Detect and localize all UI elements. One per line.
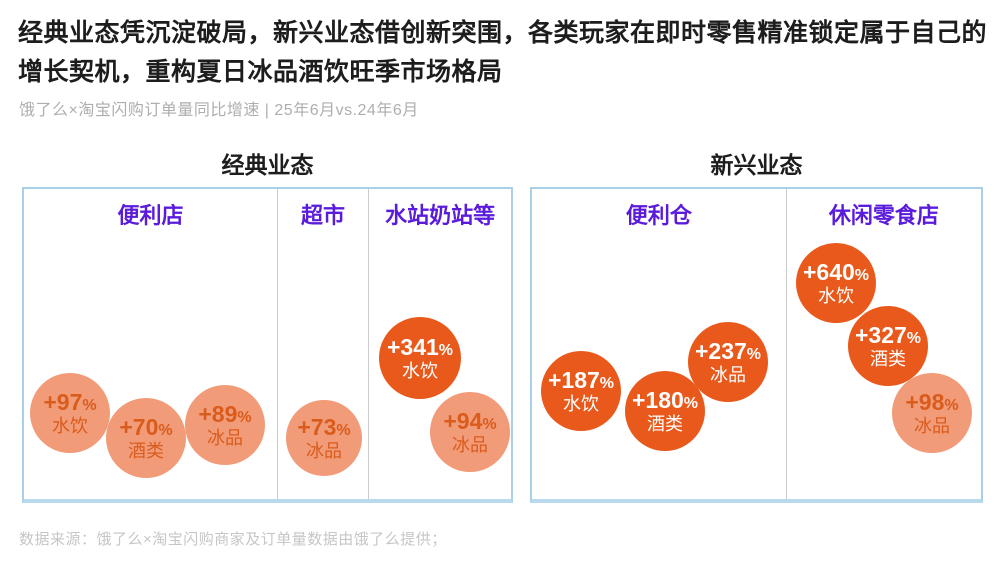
column-supermarket: 超市 [278,189,370,499]
column-header: 便利仓 [625,203,692,228]
column-snack-store: 休闲零食店 [787,189,981,499]
column-water-milk-station: 水站奶站等 [369,189,511,499]
column-header: 水站奶站等 [385,203,496,228]
data-source-note: 数据来源：饿了么×淘宝闪购商家及订单量数据由饿了么提供； [19,531,447,548]
section-title-classic: 经典业态 [221,152,314,178]
page-title: 经典业态凭沉淀破局，新兴业态借创新突围，各类玩家在即时零售精准锁定属于自己的增长… [18,19,988,86]
column-header: 便利店 [117,203,184,228]
emerging-panel: 便利仓 休闲零食店 [530,187,983,503]
column-header: 超市 [301,203,346,228]
page-subtitle: 饿了么×淘宝闪购订单量同比增速 | 25年6月vs.24年6月 [19,102,419,119]
column-header: 休闲零食店 [828,203,939,228]
section-title-emerging: 新兴业态 [710,152,803,178]
column-convenience-warehouse: 便利仓 [532,189,787,499]
column-convenience-store: 便利店 [24,189,278,499]
classic-panel: 便利店 超市 水站奶站等 [22,187,513,503]
